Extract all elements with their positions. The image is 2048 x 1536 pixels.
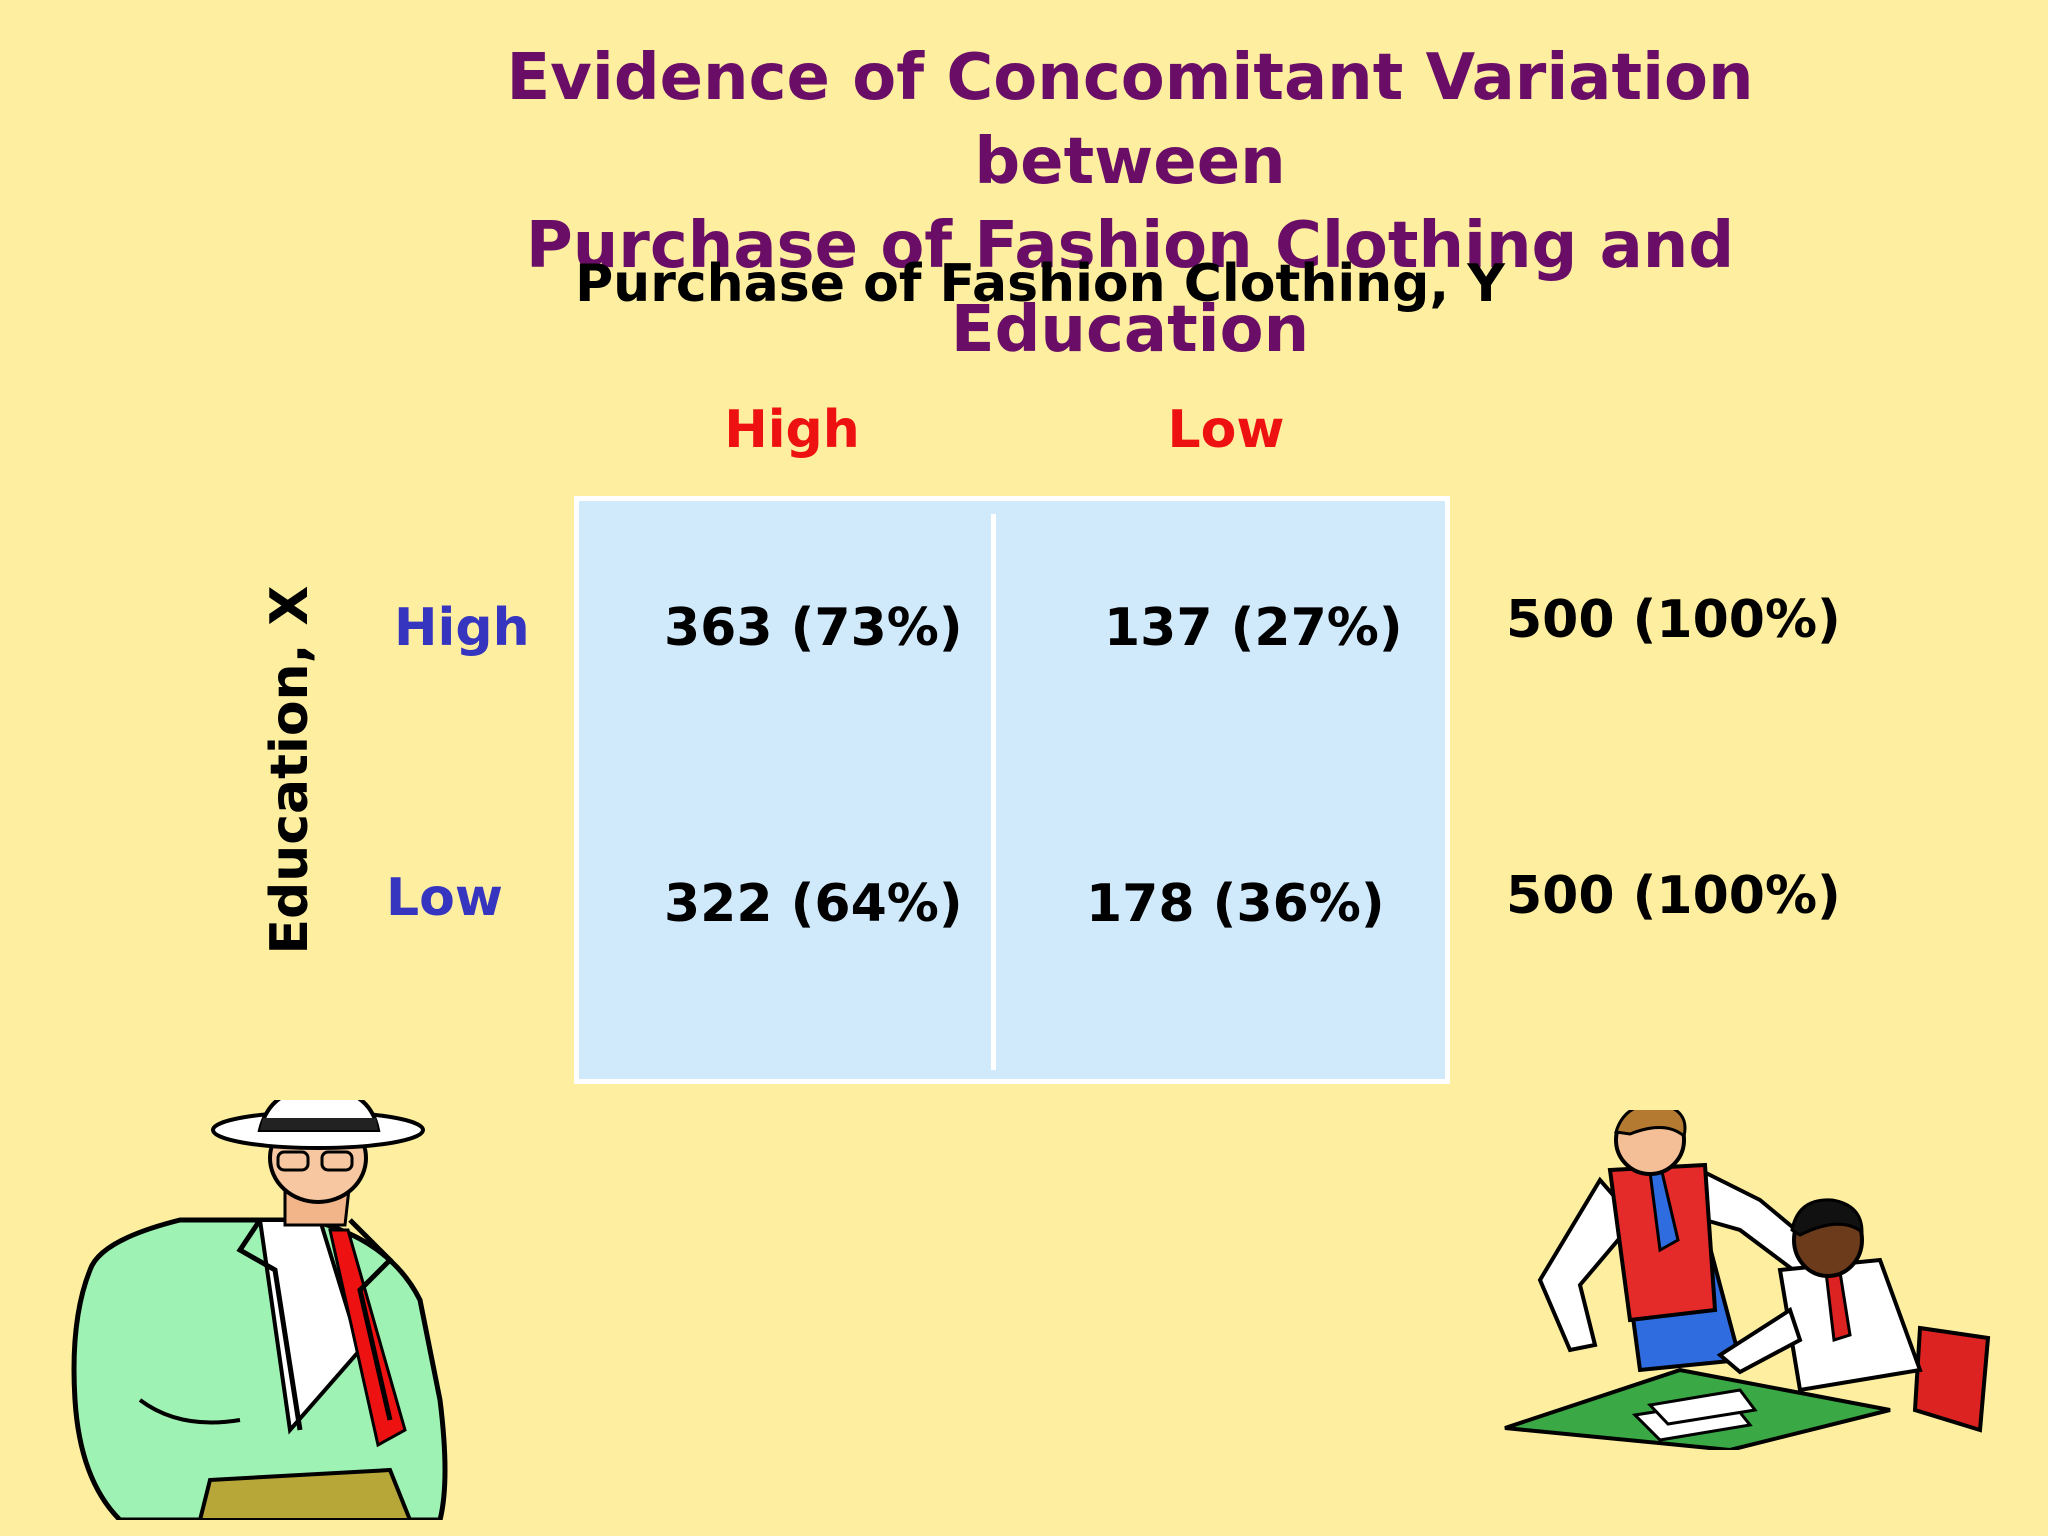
slide-title-line-1: Evidence of Concomitant Variation betwee…	[506, 41, 1754, 199]
row-header-high: High	[394, 598, 530, 658]
fashion-man-clipart	[71, 1100, 448, 1520]
contingency-table	[574, 496, 1450, 1084]
cell-high-education-high-purchase: 363 (73%)	[664, 598, 963, 658]
meeting-clipart	[1504, 1110, 1991, 1450]
row-variable-label-text: Education, X	[260, 585, 320, 955]
row-header-low: Low	[386, 868, 503, 928]
slide-title: Evidence of Concomitant Variation betwee…	[340, 36, 1920, 372]
row-total-low-education: 500 (100%)	[1506, 866, 1841, 926]
column-variable-label: Purchase of Fashion Clothing, Y	[575, 254, 1505, 314]
cell-high-education-low-purchase: 137 (27%)	[1104, 598, 1403, 658]
table-column-divider	[991, 514, 996, 1070]
cell-low-education-high-purchase: 322 (64%)	[664, 874, 963, 934]
row-total-high-education: 500 (100%)	[1506, 590, 1841, 650]
cell-low-education-low-purchase: 178 (36%)	[1086, 874, 1385, 934]
column-header-high: High	[724, 400, 860, 460]
column-header-low: Low	[1167, 400, 1285, 460]
slide-title-line-2: Purchase of Fashion Clothing and Educati…	[525, 209, 1735, 367]
